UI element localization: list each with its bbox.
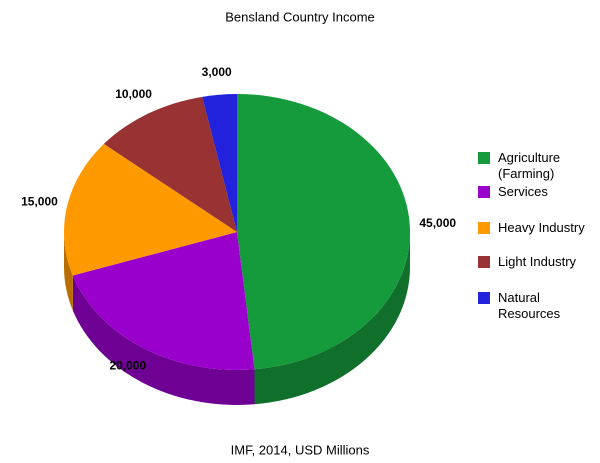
value-label: 10,000 xyxy=(115,87,152,101)
legend-label: Heavy Industry xyxy=(498,220,585,235)
slice-side xyxy=(64,232,73,311)
slice xyxy=(72,232,255,370)
legend-swatch xyxy=(478,152,490,164)
slice-side xyxy=(72,275,255,405)
slice xyxy=(202,94,237,232)
chart-title: Bensland Country Income xyxy=(225,9,375,24)
legend-swatch xyxy=(478,256,490,268)
slice xyxy=(237,94,410,370)
chart-subtitle: IMF, 2014, USD Millions xyxy=(231,442,370,457)
slice-side xyxy=(254,232,410,405)
legend-label: Light Industry xyxy=(498,254,577,269)
slice xyxy=(63,143,237,276)
legend-swatch xyxy=(478,186,490,198)
value-label: 3,000 xyxy=(202,65,232,79)
value-label: 15,000 xyxy=(21,195,58,209)
value-label: 20,000 xyxy=(109,359,146,373)
value-label: 45,000 xyxy=(419,216,456,230)
legend-label: Natural Resources xyxy=(498,290,561,321)
legend-label: Agriculture (Farming) xyxy=(498,150,561,181)
legend-swatch xyxy=(478,222,490,234)
legend-label: Services xyxy=(498,184,548,199)
slice xyxy=(103,96,237,233)
legend-swatch xyxy=(478,292,490,304)
